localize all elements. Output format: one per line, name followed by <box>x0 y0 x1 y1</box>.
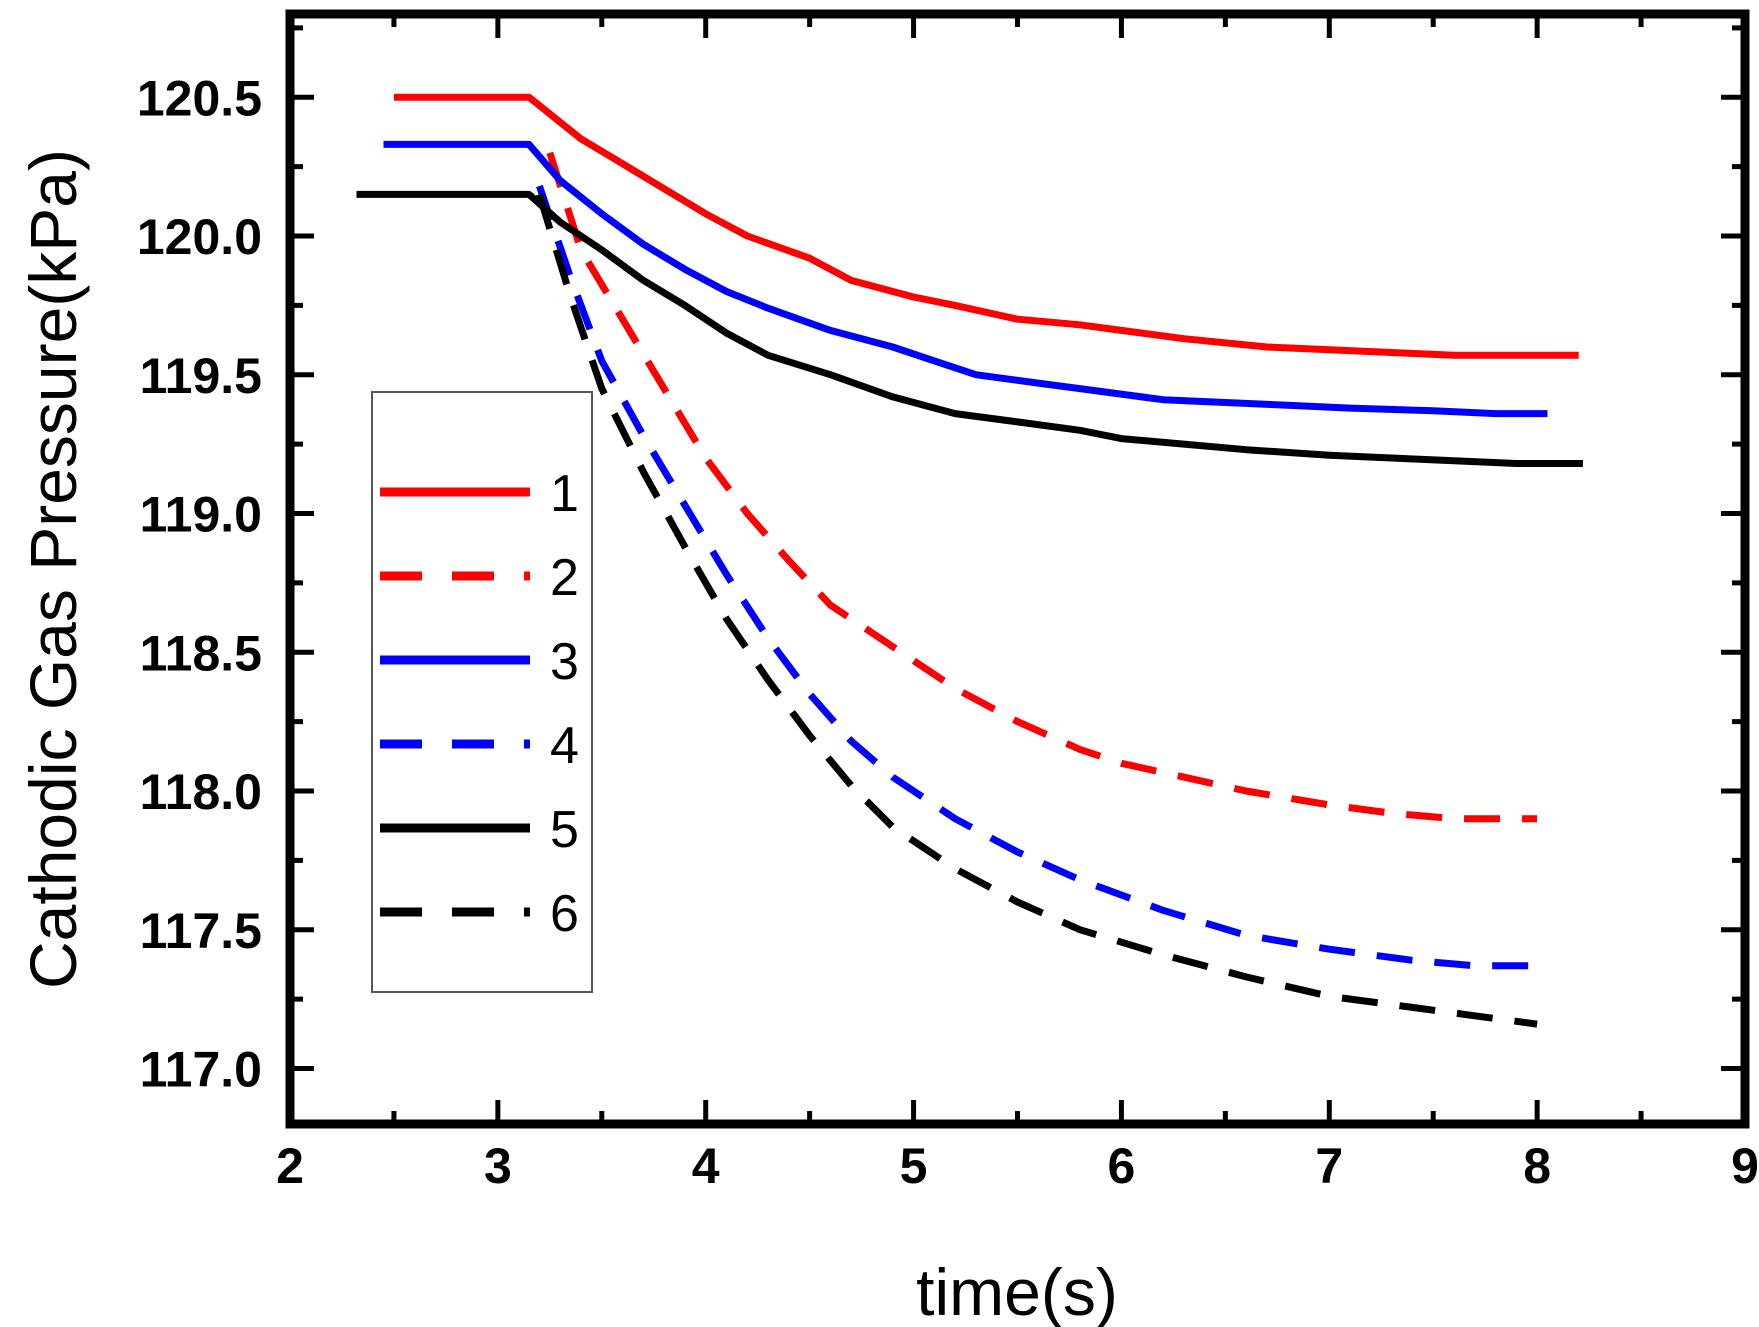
y-tick-label: 120.0 <box>137 209 262 265</box>
x-tick-label: 3 <box>484 1138 512 1194</box>
legend-label-2: 2 <box>550 549 579 607</box>
legend-label-6: 6 <box>550 885 579 943</box>
y-tick-label: 118.5 <box>140 625 262 681</box>
legend-label-4: 4 <box>550 717 579 775</box>
y-tick-label: 119.0 <box>140 487 262 543</box>
y-tick-label: 119.5 <box>140 348 262 404</box>
y-axis-title: Cathodic Gas Pressure(kPa) <box>16 149 90 989</box>
series-line-1 <box>393 93 1579 359</box>
y-tick-label: 118.0 <box>140 764 262 820</box>
legend-label-5: 5 <box>550 801 579 859</box>
series-line-6 <box>536 193 1538 1028</box>
x-tick-label: 4 <box>692 1138 720 1194</box>
plot-frame <box>285 9 1750 1129</box>
series-lines <box>356 93 1583 1028</box>
y-tick-label: 120.5 <box>137 70 262 126</box>
x-tick-label: 7 <box>1315 1138 1343 1194</box>
y-tick-label: 117.5 <box>140 903 262 959</box>
x-axis-title: time(s) <box>916 1255 1118 1327</box>
legend-label-1: 1 <box>550 465 579 523</box>
x-tick-label: 9 <box>1731 1138 1759 1194</box>
x-tick-label: 2 <box>276 1138 304 1194</box>
series-line-4 <box>536 184 1548 970</box>
x-tick-labels: 2 3 4 5 6 7 8 9 <box>276 1138 1759 1194</box>
series-line-3 <box>383 140 1548 418</box>
x-tick-label: 5 <box>900 1138 928 1194</box>
legend: 1 2 3 4 5 6 <box>371 391 593 993</box>
x-tick-label: 8 <box>1523 1138 1551 1194</box>
y-tick-labels: 117.0 117.5 118.0 118.5 119.0 119.5 120.0 120.5 <box>137 70 262 1097</box>
x-tick-label: 6 <box>1108 1138 1136 1194</box>
y-tick-label: 117.0 <box>140 1042 262 1098</box>
series-line-2 <box>546 151 1538 823</box>
legend-label-3: 3 <box>550 633 579 691</box>
series-line-5 <box>356 190 1583 467</box>
